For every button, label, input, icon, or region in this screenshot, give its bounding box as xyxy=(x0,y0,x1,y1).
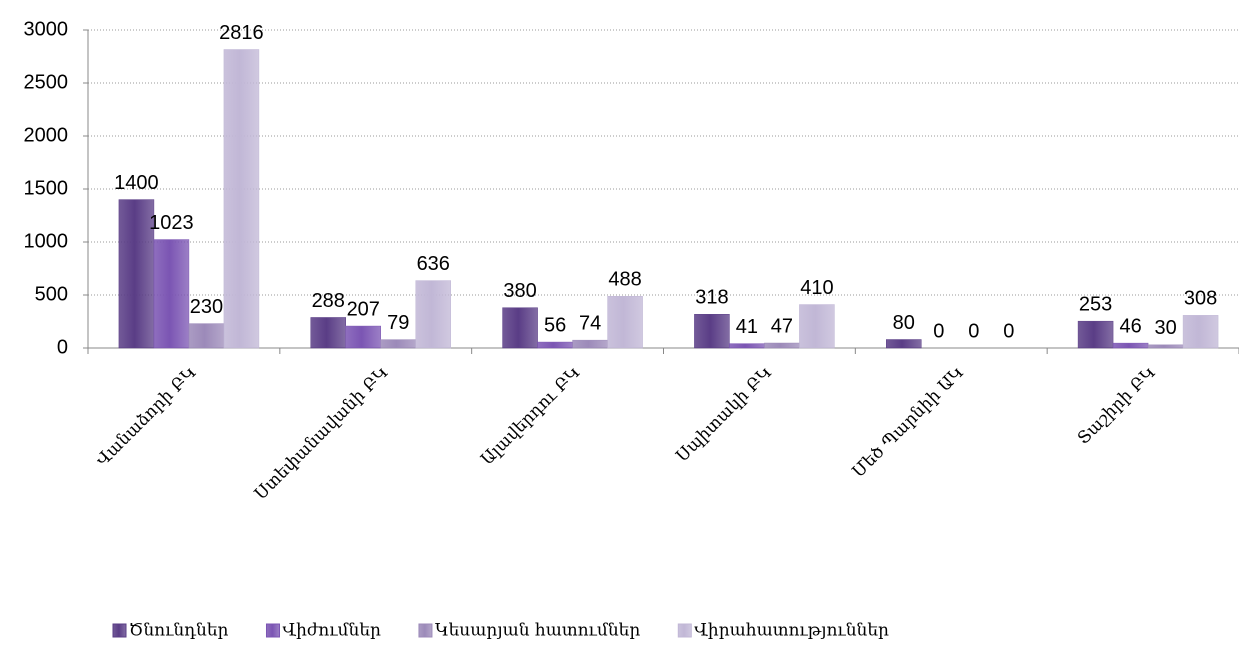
bar xyxy=(502,307,538,349)
legend-label: Վիժումներ xyxy=(282,621,381,641)
bar xyxy=(415,280,451,349)
value-label: 0 xyxy=(933,320,944,342)
value-label: 230 xyxy=(190,296,223,318)
value-label: 79 xyxy=(387,312,409,334)
legend-label: Կեսարյան հատումներ xyxy=(435,621,640,641)
x-tick-label: Վանաձորի ԲԿ xyxy=(92,363,200,471)
y-tick-label: 2500 xyxy=(24,71,69,93)
bar xyxy=(380,339,416,349)
value-label: 0 xyxy=(968,320,979,342)
value-label: 46 xyxy=(1119,315,1141,337)
x-tick-label: Մեծ Պարնիի ԱԿ xyxy=(848,363,967,482)
legend-swatch xyxy=(418,623,433,638)
bar xyxy=(1077,320,1114,349)
bar xyxy=(1112,342,1149,349)
bar xyxy=(572,339,608,349)
legend-swatch xyxy=(677,623,692,638)
y-tick-label: 1000 xyxy=(24,230,69,252)
legend-label: Ծնունդներ xyxy=(129,621,229,641)
value-label: 47 xyxy=(771,315,793,337)
bar xyxy=(799,304,835,349)
value-label: 636 xyxy=(417,253,450,275)
x-tick-label: Ալավերդու ԲԿ xyxy=(477,363,584,470)
bar xyxy=(537,341,573,349)
bar xyxy=(1147,344,1184,349)
value-label: 488 xyxy=(608,269,641,291)
bar xyxy=(188,323,225,349)
bar xyxy=(118,199,155,349)
legend-label: Վիրահատություններ xyxy=(694,621,889,641)
bar xyxy=(729,343,765,349)
value-label: 1023 xyxy=(149,212,194,234)
value-label: 308 xyxy=(1184,288,1217,310)
y-tick-label: 3000 xyxy=(24,18,69,40)
bar xyxy=(886,339,922,349)
value-label: 318 xyxy=(695,287,728,309)
bar xyxy=(1182,315,1219,349)
value-label: 0 xyxy=(1003,320,1014,342)
x-tick-label: Սպիտակի ԲԿ xyxy=(672,363,776,467)
value-label: 380 xyxy=(503,280,536,302)
value-label: 80 xyxy=(893,312,915,334)
value-label: 2816 xyxy=(219,22,264,44)
y-tick-label: 1500 xyxy=(24,177,69,199)
bar xyxy=(310,317,346,349)
legend-swatch xyxy=(265,623,280,638)
x-tick-label: Տաշիրի ԲԿ xyxy=(1074,363,1160,449)
bar xyxy=(764,342,800,349)
value-label: 288 xyxy=(312,290,345,312)
bar xyxy=(345,325,381,349)
bar xyxy=(607,296,643,349)
y-tick-label: 2000 xyxy=(24,124,69,146)
value-label: 1400 xyxy=(114,172,159,194)
value-label: 56 xyxy=(544,314,566,336)
bar xyxy=(153,239,190,349)
y-tick-label: 500 xyxy=(35,283,68,305)
value-label: 207 xyxy=(347,298,380,320)
value-label: 41 xyxy=(736,316,758,338)
bar xyxy=(223,49,260,349)
value-label: 410 xyxy=(800,277,833,299)
y-tick-label: 0 xyxy=(57,336,68,358)
value-label: 74 xyxy=(579,312,601,334)
value-label: 30 xyxy=(1154,317,1176,339)
value-label: 253 xyxy=(1079,293,1112,315)
x-tick-label: Ստեփանավանի ԲԿ xyxy=(251,363,393,505)
bar xyxy=(694,314,730,349)
legend-swatch xyxy=(112,623,127,638)
